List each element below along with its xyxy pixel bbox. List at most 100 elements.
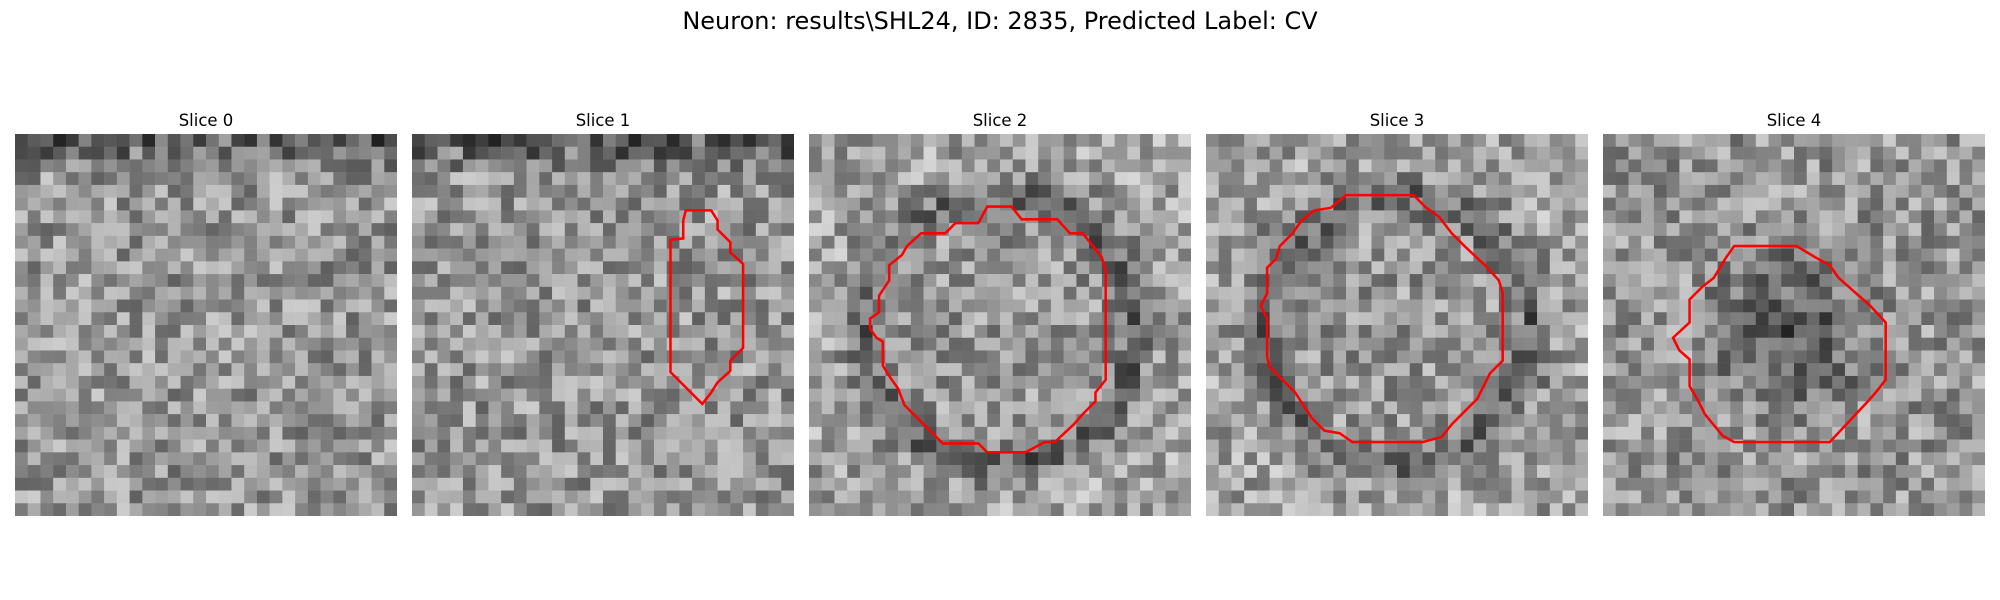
image-pixel (1908, 299, 1922, 313)
image-pixel (358, 401, 372, 415)
image-pixel (1473, 146, 1487, 160)
image-pixel (104, 146, 118, 160)
image-pixel (333, 223, 347, 237)
image-pixel (1422, 312, 1436, 326)
image-pixel (501, 465, 515, 479)
image-pixel (1101, 426, 1115, 440)
image-pixel (1231, 223, 1245, 237)
image-pixel (1743, 325, 1757, 338)
image-pixel (1959, 388, 1973, 402)
image-pixel (603, 490, 616, 504)
image-pixel (936, 490, 950, 504)
image-pixel (1076, 299, 1090, 313)
image-pixel (40, 350, 54, 364)
image-pixel (1371, 401, 1385, 415)
image-pixel (1832, 134, 1846, 147)
image-pixel (1883, 223, 1897, 237)
image-pixel (320, 261, 334, 275)
image-pixel (872, 134, 886, 147)
image-pixel (539, 477, 553, 491)
image-pixel (809, 223, 822, 237)
image-pixel (1333, 197, 1347, 211)
image-pixel (577, 452, 591, 466)
image-pixel (1282, 426, 1296, 440)
image-pixel (1012, 452, 1026, 466)
image-pixel (346, 197, 360, 211)
image-pixel (424, 465, 438, 479)
image-pixel (1562, 375, 1576, 389)
image-pixel (78, 388, 92, 402)
image-pixel (936, 426, 950, 440)
image-pixel (15, 299, 28, 313)
image-pixel (1256, 414, 1270, 428)
image-pixel (1346, 401, 1360, 415)
image-pixel (1908, 134, 1922, 147)
image-pixel (885, 439, 899, 453)
image-pixel (1409, 337, 1423, 351)
image-pixel (1768, 375, 1782, 389)
image-pixel (1025, 388, 1039, 402)
image-pixel (1012, 388, 1026, 402)
image-pixel (1397, 375, 1410, 389)
image-pixel (412, 490, 425, 504)
image-pixel (65, 223, 79, 237)
image-pixel (206, 312, 219, 326)
image-pixel (1628, 401, 1642, 415)
image-pixel (116, 223, 130, 237)
image-pixel (768, 477, 782, 491)
image-pixel (1615, 350, 1629, 364)
image-pixel (1409, 286, 1423, 300)
image-pixel (1012, 363, 1026, 377)
image-pixel (859, 452, 873, 466)
image-pixel (412, 414, 425, 428)
image-pixel (1295, 261, 1309, 275)
image-pixel (1717, 477, 1731, 491)
image-pixel (15, 414, 28, 428)
image-pixel (501, 223, 515, 237)
image-pixel (1114, 312, 1128, 326)
image-pixel (768, 337, 782, 351)
image-pixel (910, 439, 924, 453)
image-pixel (1256, 439, 1270, 453)
image-pixel (333, 312, 347, 326)
image-pixel (53, 439, 67, 453)
image-pixel (821, 388, 835, 402)
image-pixel (1460, 503, 1474, 516)
image-pixel (1152, 452, 1166, 466)
image-pixel (1781, 490, 1795, 504)
image-pixel (320, 210, 334, 224)
image-pixel (1295, 248, 1309, 262)
image-pixel (1218, 465, 1232, 479)
segmentation-contour (1259, 193, 1504, 444)
image-pixel (1806, 426, 1820, 440)
image-pixel (180, 477, 194, 491)
image-pixel (412, 197, 425, 211)
image-pixel (513, 477, 527, 491)
image-pixel (1743, 426, 1757, 440)
image-pixel (180, 375, 194, 389)
image-pixel (1946, 286, 1960, 300)
image-pixel (1895, 197, 1909, 211)
image-pixel (936, 465, 950, 479)
image-pixel (1704, 299, 1718, 313)
image-pixel (193, 490, 207, 504)
image-pixel (1397, 274, 1410, 288)
image-pixel (129, 350, 143, 364)
image-pixel (1562, 197, 1576, 211)
image-pixel (1165, 274, 1179, 288)
image-pixel (1883, 465, 1897, 479)
image-pixel (1295, 426, 1309, 440)
image-pixel (40, 134, 54, 147)
image-pixel (437, 261, 451, 275)
image-pixel (1524, 490, 1538, 504)
image-pixel (116, 159, 130, 173)
image-pixel (371, 325, 385, 338)
image-pixel (679, 172, 693, 186)
image-pixel (1781, 337, 1795, 351)
image-pixel (949, 375, 963, 389)
image-pixel (424, 375, 438, 389)
image-pixel (666, 388, 680, 402)
image-pixel (1603, 159, 1616, 173)
image-pixel (53, 414, 67, 428)
image-pixel (142, 490, 156, 504)
